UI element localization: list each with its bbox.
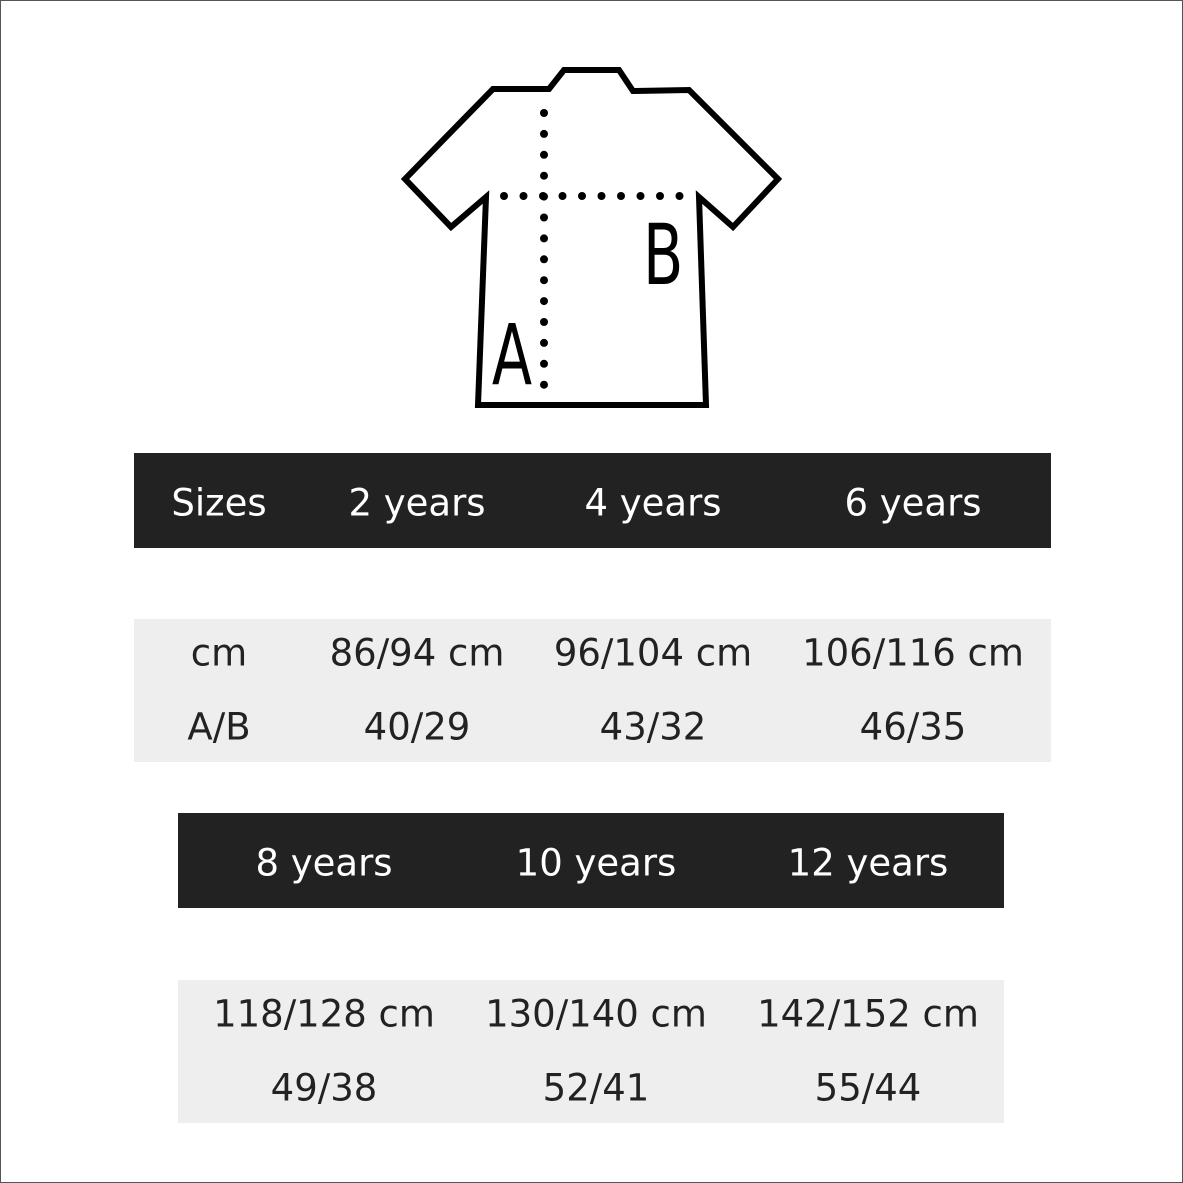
- table-cell: 49/38: [270, 1066, 378, 1110]
- table1-header: Sizes 2 years 4 years 6 years: [134, 453, 1051, 548]
- table-cell: 52/41: [542, 1066, 650, 1110]
- table-cell: 142/152 cm: [757, 992, 979, 1036]
- table2-header: 8 years 10 years 12 years: [178, 813, 1004, 908]
- measure-dot: [540, 150, 548, 159]
- table-cell: 46/35: [859, 705, 967, 749]
- measure-dot: [540, 380, 548, 389]
- table1-body: cm 86/94 cm 96/104 cm 106/116 cm A/B 40/…: [134, 619, 1051, 762]
- measure-dot: [500, 192, 508, 200]
- measure-dot: [519, 192, 528, 200]
- measure-dot: [617, 192, 625, 200]
- table-cell: 40/29: [363, 705, 471, 749]
- t-shirt-icon: A B: [400, 67, 783, 408]
- measure-dot: [540, 213, 548, 222]
- table-cell: 130/140 cm: [485, 992, 707, 1036]
- measure-dot: [597, 192, 606, 200]
- measure-dot: [540, 318, 548, 326]
- measure-dot: [540, 359, 548, 368]
- header-cell: 12 years: [787, 841, 949, 885]
- table-cell: 118/128 cm: [213, 992, 435, 1036]
- measure-dot: [540, 297, 548, 306]
- measure-dot: [539, 192, 547, 200]
- measure-dot: [578, 192, 586, 200]
- table-cell: 106/116 cm: [802, 631, 1024, 675]
- table-cell: 55/44: [814, 1066, 922, 1110]
- measure-dot: [540, 109, 548, 117]
- measure-dot: [540, 129, 548, 138]
- measure-dot: [656, 192, 664, 200]
- measure-dot: [540, 276, 548, 285]
- table-cell: 43/32: [599, 705, 707, 749]
- width-measure-line: [500, 192, 684, 200]
- header-cell: 2 years: [348, 481, 486, 525]
- measure-dot: [675, 192, 684, 200]
- header-cell: 6 years: [844, 481, 982, 525]
- header-cell: 8 years: [255, 841, 393, 885]
- measure-dot: [540, 255, 548, 264]
- table-cell: 96/104 cm: [553, 631, 753, 675]
- table-cell: 86/94 cm: [329, 631, 505, 675]
- measure-dot: [558, 192, 567, 200]
- measure-dot: [540, 171, 548, 180]
- measure-dot: [540, 234, 548, 243]
- length-measure-line: [540, 109, 548, 389]
- table-cell: cm: [190, 631, 248, 675]
- length-label: A: [492, 308, 532, 405]
- header-cell: Sizes: [171, 481, 267, 525]
- table2-body: 118/128 cm 130/140 cm 142/152 cm 49/38 5…: [178, 980, 1004, 1123]
- measure-dot: [540, 338, 548, 347]
- header-cell: 10 years: [515, 841, 677, 885]
- width-label: B: [643, 208, 683, 305]
- table-cell: A/B: [187, 705, 251, 749]
- measure-dot: [636, 192, 645, 200]
- header-cell: 4 years: [584, 481, 722, 525]
